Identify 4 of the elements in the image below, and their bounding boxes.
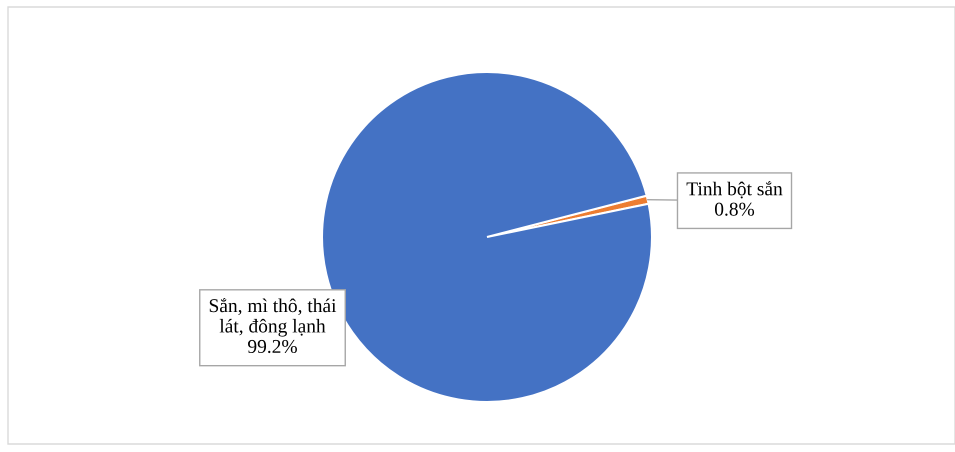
data-label: 0.8% [714,202,754,216]
slice-label: Tinh bột sắn [686,181,782,198]
slice-label: Sắn, mì thô, thái lát, đông lạnh [210,298,336,337]
data-label: 99.2% [248,340,297,354]
